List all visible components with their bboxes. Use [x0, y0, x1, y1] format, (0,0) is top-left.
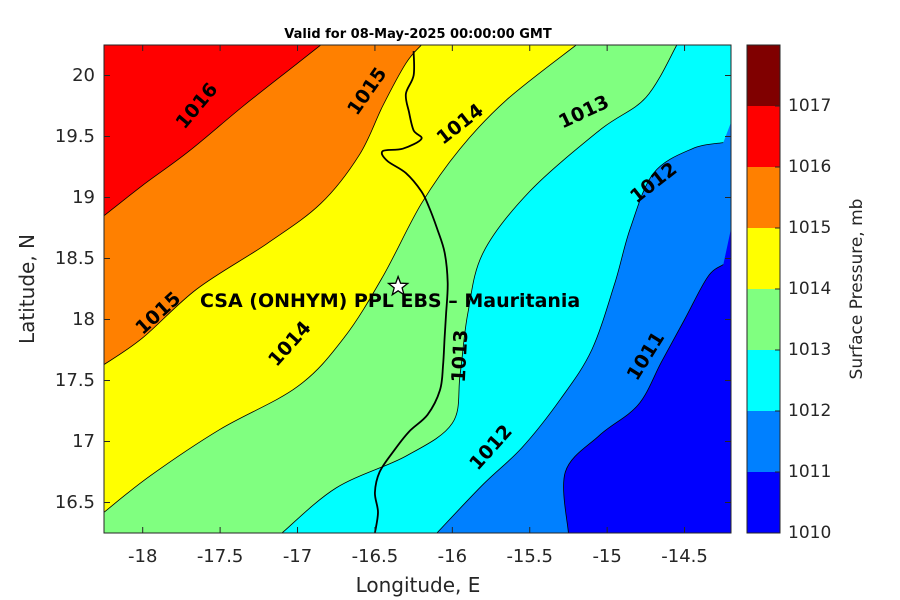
station-star-icon [386, 274, 410, 297]
colorbar-swatch [747, 411, 780, 472]
coastline [373, 51, 449, 533]
x-tick-label: -14.5 [661, 546, 708, 567]
contour-line-1015 [104, 45, 422, 365]
pressure-fill-bands [104, 45, 731, 533]
contour-label: 1013 [448, 329, 473, 383]
colorbar-tick-label: 1011 [788, 462, 831, 482]
colorbar-title: Surface Pressure, mb [847, 199, 867, 380]
colorbar-swatch [747, 350, 780, 411]
contour-line-1014 [104, 45, 577, 513]
colorbar-tick-label: 1017 [788, 96, 831, 116]
x-axis-ticks: -18 -17.5 -17 -16.5 -16 -15.5 -15 -14.5 [128, 45, 708, 567]
contour-line-1016 [104, 45, 321, 217]
colorbar: 1010 1011 1012 1013 1014 1015 1016 1017 [746, 44, 831, 543]
y-axis-title: Latitude, N [15, 234, 39, 344]
contour-lines [104, 45, 724, 533]
colorbar-swatch [747, 106, 780, 167]
station-marker [386, 274, 410, 297]
contour-line-1011 [563, 264, 724, 533]
y-tick-label: 18.5 [55, 248, 95, 269]
station-label: CSA (ONHYM) PPL EBS – Mauritania [200, 290, 580, 312]
colorbar-tick-label: 1015 [788, 218, 831, 238]
x-tick-label: -17 [283, 546, 312, 567]
y-tick-label: 18 [72, 309, 95, 330]
y-axis-ticks: 16.5 17 17.5 18 18.5 19 19.5 20 [55, 65, 731, 513]
y-tick-label: 16.5 [55, 492, 95, 513]
y-tick-label: 19.5 [55, 126, 95, 147]
plot-frame [103, 44, 732, 534]
x-tick-label: -16 [438, 546, 467, 567]
colorbar-swatch [747, 228, 780, 289]
x-tick-label: -18 [128, 546, 157, 567]
y-tick-label: 20 [72, 65, 95, 86]
contour-line-1013 [281, 45, 678, 533]
y-tick-label: 17 [72, 431, 95, 452]
x-tick-label: -17.5 [197, 546, 244, 567]
colorbar-swatch [747, 472, 780, 533]
colorbar-tick-label: 1014 [788, 279, 831, 299]
colorbar-tick-label: 1012 [788, 401, 831, 421]
y-tick-label: 17.5 [55, 370, 95, 391]
band-1016 [104, 45, 321, 216]
colorbar-swatch [747, 167, 780, 228]
contour-line-1012 [436, 142, 724, 533]
colorbar-tick-label: 1010 [788, 523, 831, 543]
colorbar-swatch [747, 45, 780, 106]
x-tick-label: -15.5 [506, 546, 553, 567]
x-tick-label: -16.5 [352, 546, 399, 567]
y-tick-label: 19 [72, 187, 95, 208]
colorbar-swatch [747, 289, 780, 350]
chart-title: Valid for 08-May-2025 00:00:00 GMT [284, 27, 552, 42]
colorbar-tick-label: 1016 [788, 157, 831, 177]
x-tick-label: -15 [592, 546, 621, 567]
colorbar-tick-label: 1013 [788, 340, 831, 360]
x-axis-title: Longitude, E [356, 573, 481, 597]
